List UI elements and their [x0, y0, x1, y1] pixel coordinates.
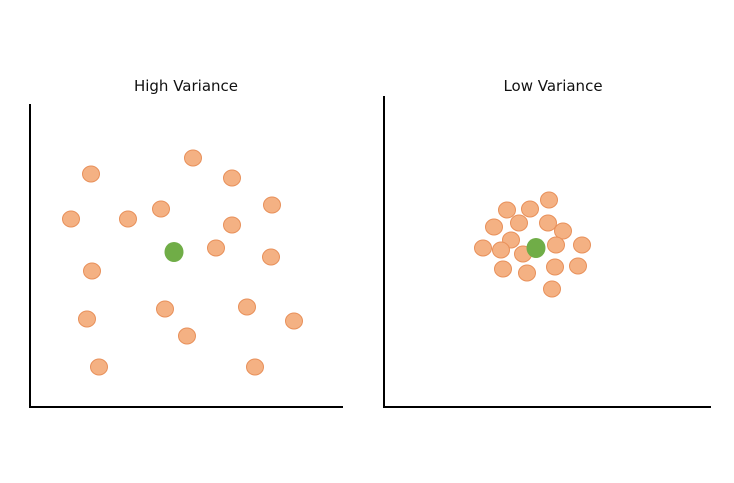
data-point: [246, 358, 264, 376]
data-point: [554, 222, 572, 240]
data-point: [546, 258, 564, 276]
data-point: [178, 327, 196, 345]
data-point: [498, 201, 516, 219]
data-point: [223, 169, 241, 187]
data-point: [119, 210, 137, 228]
low-variance-panel: [383, 96, 711, 408]
data-point: [62, 210, 80, 228]
data-point: [521, 200, 539, 218]
data-point: [494, 260, 512, 278]
data-point: [152, 200, 170, 218]
data-point: [539, 214, 557, 232]
data-point: [474, 239, 492, 257]
data-point: [184, 149, 202, 167]
data-point: [223, 216, 241, 234]
data-point: [90, 358, 108, 376]
data-point: [569, 257, 587, 275]
data-point: [492, 241, 510, 259]
data-point: [83, 262, 101, 280]
data-point: [510, 214, 528, 232]
mean-point: [164, 242, 184, 262]
low-variance-title: Low Variance: [503, 77, 603, 95]
high-variance-panel: [29, 104, 343, 408]
data-point: [573, 236, 591, 254]
data-point: [262, 248, 280, 266]
high-variance-title: High Variance: [133, 77, 239, 95]
data-point: [82, 165, 100, 183]
data-point: [285, 312, 303, 330]
data-point: [547, 236, 565, 254]
data-point: [238, 298, 256, 316]
data-point: [156, 300, 174, 318]
data-point: [540, 191, 558, 209]
data-point: [207, 239, 225, 257]
data-point: [543, 280, 561, 298]
data-point: [518, 264, 536, 282]
data-point: [485, 218, 503, 236]
data-point: [263, 196, 281, 214]
data-point: [78, 310, 96, 328]
mean-point: [526, 238, 546, 258]
